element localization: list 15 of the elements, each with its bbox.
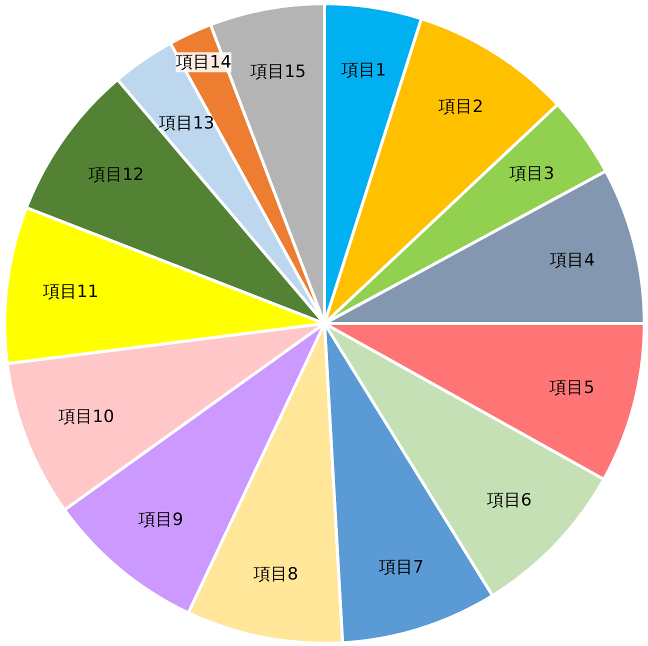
slice-label: 項目15 — [249, 62, 306, 82]
slice-label: 項目9 — [137, 510, 184, 530]
slice-label: 項目1 — [340, 60, 386, 81]
slice-label: 項目12 — [87, 165, 144, 186]
slice-label: 項目11 — [42, 282, 98, 302]
slice-label: 項目6 — [486, 490, 532, 510]
slice-label: 項目5 — [548, 378, 595, 398]
slice-label: 項目3 — [508, 164, 554, 184]
slice-label: 項目2 — [438, 97, 484, 118]
slice-label: 項目4 — [549, 250, 595, 271]
slice-label: 項目8 — [252, 564, 298, 585]
slice-label: 項目7 — [378, 558, 424, 578]
slice-label: 項目13 — [158, 113, 214, 134]
slice-label: 項目14 — [174, 52, 232, 72]
slice-label: 項目10 — [58, 406, 114, 427]
